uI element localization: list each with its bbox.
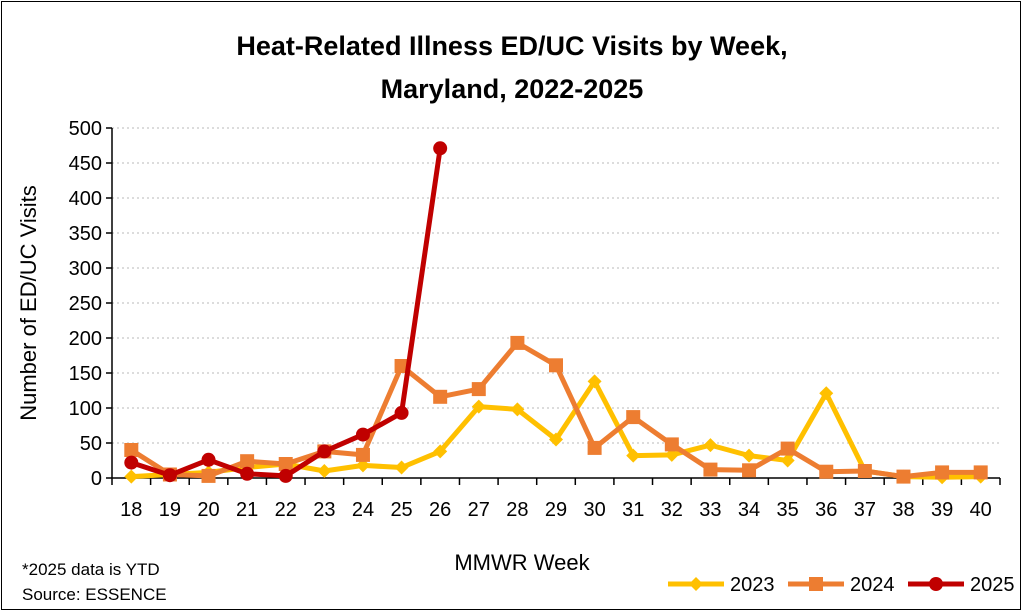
x-tick-label: 30	[583, 499, 605, 521]
x-tick-label: 32	[661, 499, 683, 521]
legend-label-2024: 2024	[850, 574, 895, 596]
note-ytd: *2025 data is YTD	[22, 560, 160, 579]
data-point-2023	[471, 399, 486, 414]
data-point-2023	[317, 464, 332, 478]
data-point-2025	[240, 466, 255, 481]
x-tick-label: 33	[699, 499, 721, 521]
data-point-2023	[703, 438, 718, 453]
data-point-2024	[471, 382, 486, 397]
y-tick-label: 450	[69, 153, 102, 175]
data-point-2024	[664, 437, 679, 452]
y-tick-label: 400	[69, 188, 102, 210]
data-point-2024	[935, 465, 950, 480]
x-tick-label: 38	[892, 499, 914, 521]
data-point-2024	[201, 468, 216, 483]
data-point-2023	[587, 374, 602, 389]
data-point-2025	[317, 444, 332, 459]
data-point-2025	[355, 427, 370, 442]
data-point-2025	[201, 452, 216, 467]
x-tick-label: 40	[970, 499, 992, 521]
x-tick-label: 39	[931, 499, 953, 521]
data-point-2024	[819, 464, 834, 479]
data-point-2024	[857, 464, 872, 478]
y-tick-label: 200	[69, 328, 102, 350]
y-tick-label: 500	[69, 118, 102, 140]
data-point-2023	[626, 448, 641, 463]
data-point-2024	[780, 441, 795, 456]
data-point-2024	[355, 447, 370, 462]
data-point-2023	[433, 444, 448, 459]
data-point-2024	[587, 440, 602, 455]
x-tick-label: 19	[159, 499, 181, 521]
x-tick-label: 23	[313, 499, 335, 521]
note-source: Source: ESSENCE	[22, 585, 167, 604]
data-point-2023	[394, 460, 409, 475]
x-tick-label: 26	[429, 499, 451, 521]
legend-label-2025: 2025	[970, 574, 1015, 596]
x-tick-label: 25	[390, 499, 412, 521]
data-point-2024	[896, 469, 911, 484]
x-tick-label: 34	[738, 499, 760, 521]
x-tick-label: 37	[854, 499, 876, 521]
y-tick-label: 150	[69, 363, 102, 385]
x-tick-label: 31	[622, 499, 644, 521]
data-point-2023	[549, 432, 563, 447]
data-point-2023	[510, 402, 525, 417]
data-point-2024	[240, 454, 255, 469]
chart-title-line2: Maryland, 2022-2025	[381, 74, 644, 104]
legend-marker-2025	[929, 577, 943, 591]
data-point-2024	[124, 443, 139, 457]
y-tick-label: 100	[69, 398, 102, 420]
data-point-2023	[742, 448, 757, 463]
data-point-2024	[394, 359, 409, 373]
data-point-2024	[742, 463, 757, 478]
y-tick-label: 0	[91, 468, 102, 490]
data-point-2024	[626, 410, 641, 425]
chart-title-line1: Heat-Related Illness ED/UC Visits by Wee…	[236, 31, 787, 61]
legend-marker-2023	[689, 577, 703, 591]
data-point-2025	[433, 141, 448, 156]
data-point-2024	[973, 465, 988, 480]
x-tick-label: 22	[275, 499, 297, 521]
data-point-2025	[124, 455, 139, 470]
x-tick-label: 20	[197, 499, 219, 521]
data-point-2025	[394, 405, 409, 420]
data-point-2024	[278, 457, 293, 471]
y-tick-label: 350	[69, 223, 102, 245]
y-tick-label: 300	[69, 258, 102, 280]
y-tick-label: 250	[69, 293, 102, 315]
x-tick-label: 28	[506, 499, 528, 521]
data-point-2024	[510, 335, 525, 350]
x-tick-label: 21	[236, 499, 258, 521]
legend-marker-2024	[809, 577, 823, 591]
legend-label-2023: 2023	[730, 574, 775, 596]
y-tick-label: 50	[80, 433, 102, 455]
data-point-2023	[780, 453, 795, 468]
data-point-2024	[433, 389, 448, 404]
data-point-2024	[549, 358, 563, 373]
x-axis-label: MMWR Week	[454, 550, 590, 575]
x-tick-label: 35	[777, 499, 799, 521]
data-point-2025	[278, 468, 293, 483]
y-axis-label: Number of ED/UC Visits	[16, 185, 41, 421]
data-point-2025	[162, 468, 177, 483]
x-tick-label: 18	[120, 499, 142, 521]
data-point-2024	[703, 462, 718, 477]
x-tick-label: 24	[352, 499, 374, 521]
x-tick-label: 29	[545, 499, 567, 521]
data-point-2023	[124, 469, 139, 484]
x-tick-label: 36	[815, 499, 837, 521]
x-tick-label: 27	[468, 499, 490, 521]
data-point-2023	[819, 386, 834, 401]
